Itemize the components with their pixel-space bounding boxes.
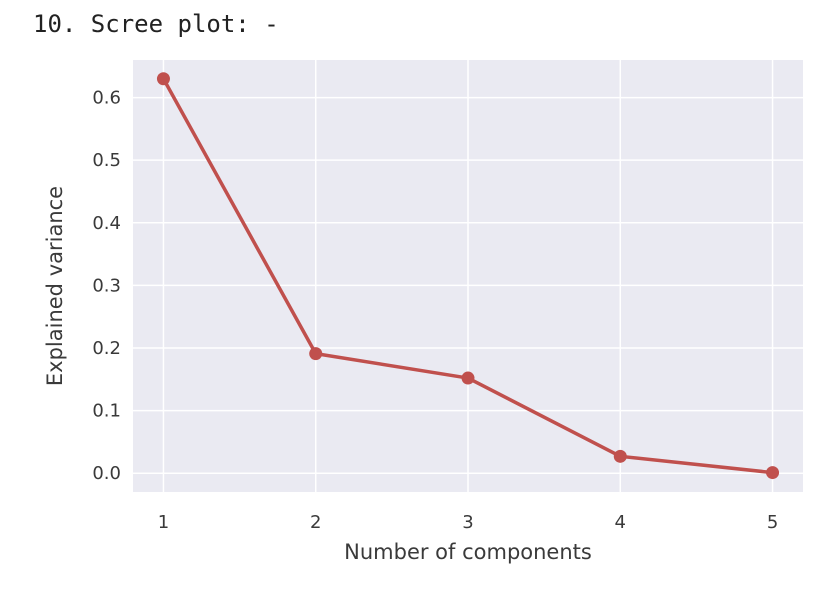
y-tick-label-0.0: 0.0: [92, 463, 121, 484]
y-axis-label: Explained variance: [43, 186, 67, 386]
x-tick-label-3: 3: [462, 512, 473, 533]
section-heading: 10. Scree plot: -: [33, 10, 279, 38]
data-point-5: [766, 466, 780, 480]
y-tick-label-0.5: 0.5: [92, 150, 121, 171]
data-point-3: [461, 371, 475, 385]
x-tick-label-4: 4: [615, 512, 626, 533]
data-point-4: [613, 449, 627, 463]
x-axis-label: Number of components: [344, 540, 592, 564]
x-tick-label-5: 5: [767, 512, 778, 533]
data-point-1: [156, 72, 170, 86]
y-tick-label-0.2: 0.2: [92, 338, 121, 359]
y-tick-label-0.4: 0.4: [92, 213, 121, 234]
data-point-2: [309, 347, 323, 361]
x-tick-labels: 1 2 3 4 5: [158, 512, 779, 533]
y-tick-label-0.3: 0.3: [92, 275, 121, 296]
y-tick-labels: 0.0 0.1 0.2 0.3 0.4 0.5 0.6: [92, 88, 121, 485]
x-tick-label-2: 2: [310, 512, 321, 533]
x-tick-label-1: 1: [158, 512, 169, 533]
data-points: [156, 72, 780, 480]
y-tick-label-0.6: 0.6: [92, 88, 121, 109]
y-tick-label-0.1: 0.1: [92, 401, 121, 422]
